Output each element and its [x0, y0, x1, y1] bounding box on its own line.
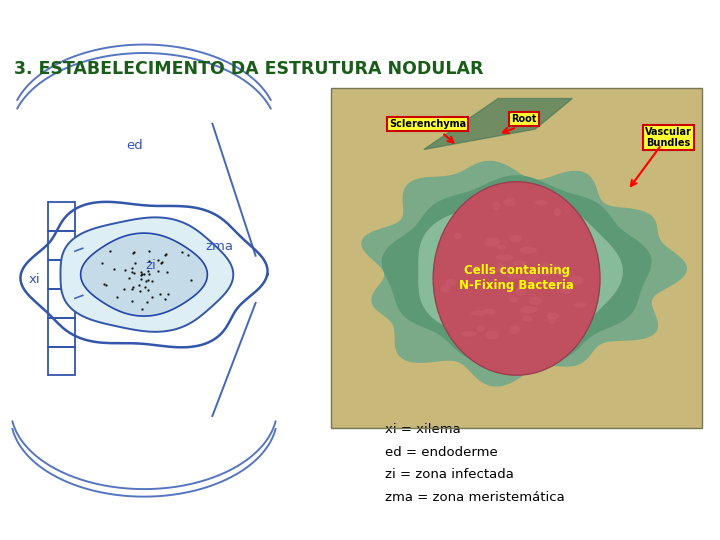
Ellipse shape	[554, 208, 561, 217]
Text: zma: zma	[205, 240, 233, 253]
Text: 3. ESTABELECIMENTO DA ESTRUTURA NODULAR: 3. ESTABELECIMENTO DA ESTRUTURA NODULAR	[14, 60, 484, 78]
Ellipse shape	[471, 310, 485, 316]
Ellipse shape	[454, 233, 462, 239]
Ellipse shape	[509, 325, 521, 334]
Text: xi: xi	[29, 273, 40, 286]
Ellipse shape	[441, 285, 451, 293]
Ellipse shape	[541, 271, 549, 276]
Text: zi: zi	[146, 259, 156, 272]
Ellipse shape	[559, 287, 572, 294]
Ellipse shape	[520, 306, 537, 314]
Ellipse shape	[535, 200, 548, 206]
Ellipse shape	[470, 265, 481, 273]
Ellipse shape	[546, 313, 559, 319]
Text: Sclerenchyma: Sclerenchyma	[389, 119, 466, 129]
Ellipse shape	[496, 254, 514, 261]
Ellipse shape	[477, 325, 485, 332]
Ellipse shape	[509, 235, 522, 242]
Ellipse shape	[485, 238, 500, 247]
Ellipse shape	[497, 262, 504, 271]
Text: 2. Desenvolvimento de nódulos em leguminosas: 2. Desenvolvimento de nódulos em legumin…	[94, 11, 626, 31]
Ellipse shape	[513, 261, 526, 266]
Text: Root: Root	[511, 114, 536, 124]
Ellipse shape	[507, 274, 523, 280]
Ellipse shape	[526, 280, 541, 286]
Ellipse shape	[446, 279, 456, 286]
Text: ed = endoderme: ed = endoderme	[385, 446, 498, 458]
Ellipse shape	[549, 264, 561, 273]
Text: zma = zona meristemática: zma = zona meristemática	[385, 491, 565, 504]
Ellipse shape	[492, 201, 500, 210]
Ellipse shape	[515, 287, 527, 295]
Text: xi = xilema: xi = xilema	[385, 423, 461, 436]
Ellipse shape	[548, 315, 557, 325]
Ellipse shape	[497, 245, 506, 250]
Ellipse shape	[493, 268, 505, 273]
Text: Fixação Biológica do N: Fixação Biológica do N	[271, 519, 449, 534]
Text: Vascular
Bundles: Vascular Bundles	[645, 127, 692, 148]
Ellipse shape	[522, 315, 532, 321]
Ellipse shape	[509, 296, 518, 302]
Ellipse shape	[520, 246, 537, 254]
Ellipse shape	[570, 276, 583, 285]
Ellipse shape	[539, 263, 550, 268]
Text: Cells containing
N-Fixing Bacteria: Cells containing N-Fixing Bacteria	[459, 265, 574, 293]
PathPatch shape	[60, 218, 233, 332]
FancyBboxPatch shape	[331, 89, 702, 428]
PathPatch shape	[418, 198, 623, 346]
Ellipse shape	[525, 274, 540, 280]
Ellipse shape	[503, 198, 516, 206]
Ellipse shape	[528, 297, 542, 305]
Ellipse shape	[557, 270, 572, 277]
Ellipse shape	[574, 302, 588, 308]
PathPatch shape	[81, 233, 207, 316]
Ellipse shape	[461, 331, 477, 337]
PathPatch shape	[361, 161, 687, 387]
Ellipse shape	[549, 280, 562, 288]
Text: zi = zona infectada: zi = zona infectada	[385, 468, 514, 481]
Polygon shape	[424, 99, 572, 150]
Ellipse shape	[433, 182, 600, 375]
PathPatch shape	[382, 176, 652, 363]
Ellipse shape	[483, 309, 496, 315]
Text: ed: ed	[126, 139, 143, 152]
Ellipse shape	[485, 330, 500, 340]
